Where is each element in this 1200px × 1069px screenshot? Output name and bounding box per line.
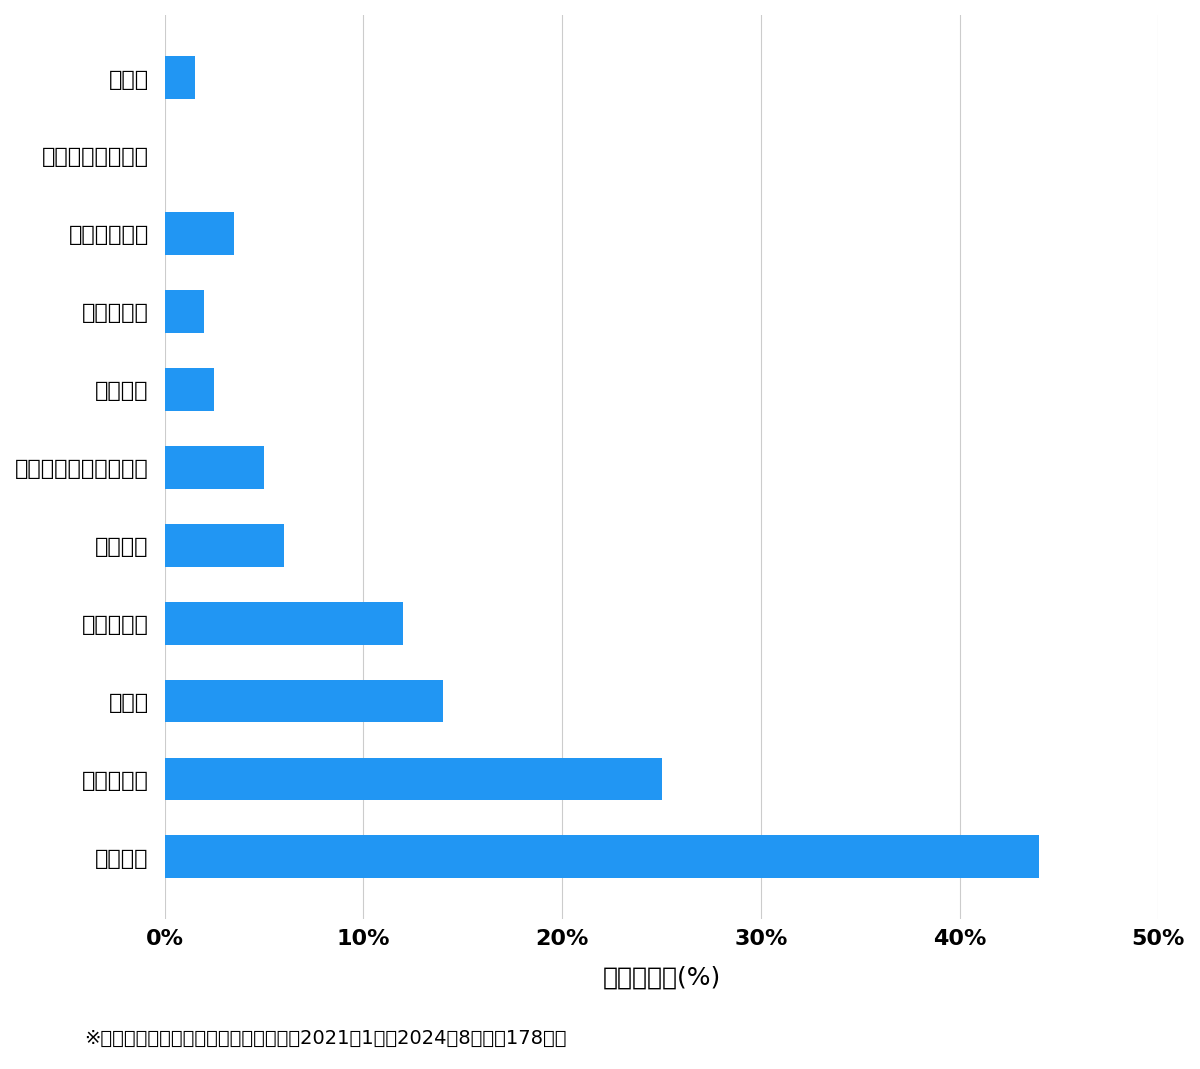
Bar	[164, 758, 661, 801]
Bar	[164, 290, 204, 332]
Bar	[164, 368, 215, 410]
Bar	[164, 212, 234, 254]
Bar	[164, 836, 1039, 879]
Bar	[164, 680, 443, 723]
Bar	[164, 602, 403, 645]
Bar	[164, 524, 284, 567]
Text: ※弊社受付の案件を対象に集計（期間：2021年1月～2024年8月、計178件）: ※弊社受付の案件を対象に集計（期間：2021年1月～2024年8月、計178件）	[84, 1028, 566, 1048]
Bar	[164, 446, 264, 489]
Bar	[164, 56, 194, 99]
X-axis label: 件数の割合(%): 件数の割合(%)	[602, 966, 721, 990]
